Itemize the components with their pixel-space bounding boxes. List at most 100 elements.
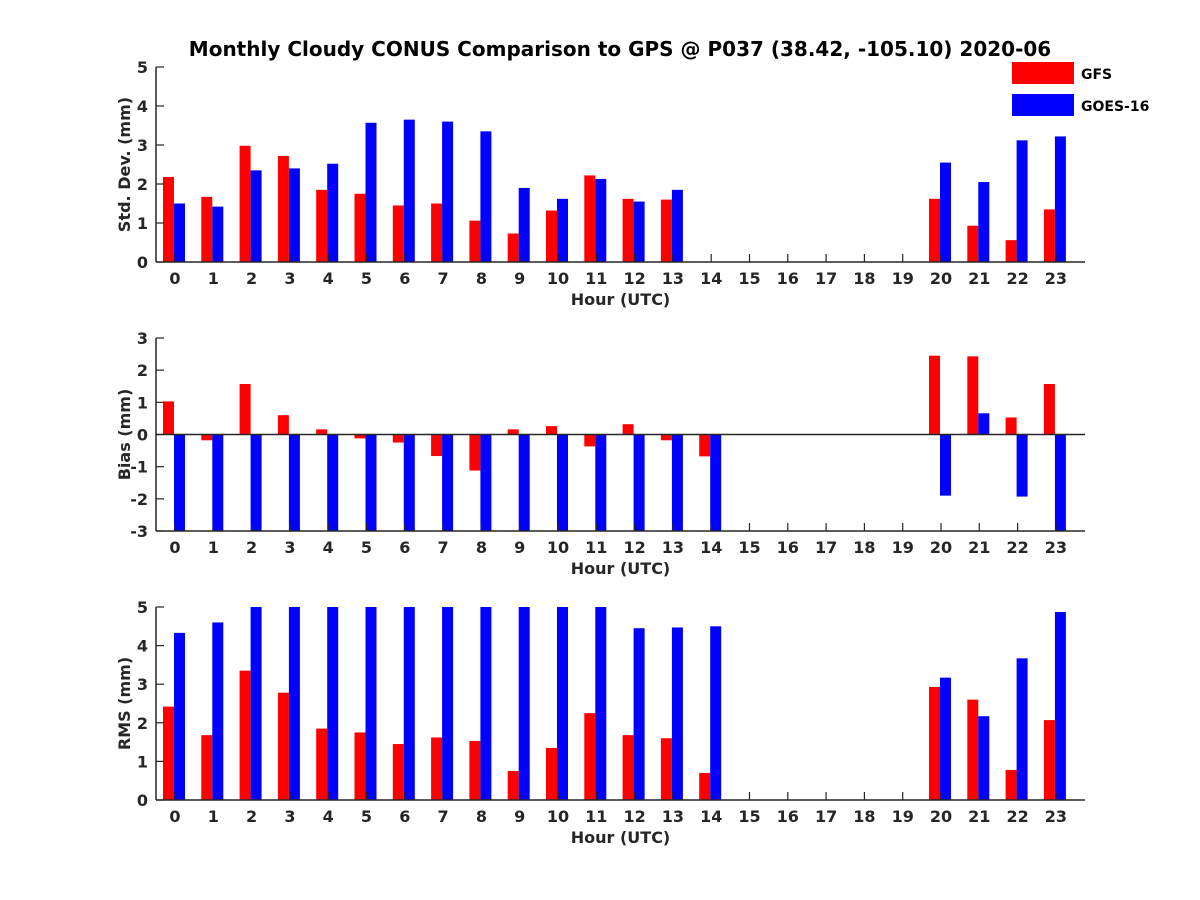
bar-rms-gfs-14 xyxy=(699,772,711,800)
bar-stddev-gfs-1 xyxy=(201,196,213,262)
x-tick-label-bias-10: 10 xyxy=(547,538,569,557)
bar-stddev-goes16-2 xyxy=(250,170,262,262)
y-tick-label-stddev-5: 5 xyxy=(137,58,148,77)
x-tick-label-bias-0: 0 xyxy=(169,538,180,557)
x-tick-label-stddev-22: 22 xyxy=(1006,269,1028,288)
bar-rms-goes16-0 xyxy=(174,632,185,800)
y-tick-label-stddev-2: 2 xyxy=(137,175,148,194)
x-tick-label-stddev-10: 10 xyxy=(547,269,569,288)
y-axis-label-bias: Bias (mm) xyxy=(115,389,134,481)
bar-bias-gfs-10 xyxy=(546,426,557,435)
x-tick-label-rms-0: 0 xyxy=(169,807,180,826)
bar-bias-goes16-2 xyxy=(250,434,262,531)
bar-stddev-gfs-10 xyxy=(546,210,557,262)
x-tick-label-bias-9: 9 xyxy=(514,538,525,557)
x-tick-label-stddev-9: 9 xyxy=(514,269,525,288)
bar-rms-gfs-8 xyxy=(469,740,481,800)
x-tick-label-stddev-20: 20 xyxy=(930,269,952,288)
bar-bias-goes16-21 xyxy=(978,413,990,435)
y-tick-label-bias-1: 1 xyxy=(137,393,148,412)
x-tick-label-stddev-12: 12 xyxy=(623,269,645,288)
bar-rms-goes16-20 xyxy=(940,677,951,800)
bar-rms-gfs-5 xyxy=(354,732,366,800)
bar-stddev-gfs-20 xyxy=(929,198,940,262)
bar-stddev-goes16-7 xyxy=(442,121,454,262)
y-tick-label-bias-0: 0 xyxy=(137,426,148,445)
y-tick-label-rms-1: 1 xyxy=(137,752,148,771)
bar-bias-gfs-5 xyxy=(354,434,366,439)
bar-bias-gfs-9 xyxy=(507,429,519,435)
bar-rms-goes16-3 xyxy=(288,607,300,800)
bar-stddev-gfs-0 xyxy=(163,176,174,262)
bar-stddev-goes16-12 xyxy=(633,201,645,262)
bar-stddev-goes16-21 xyxy=(978,182,990,262)
bar-rms-gfs-22 xyxy=(1005,769,1017,800)
x-tick-label-bias-4: 4 xyxy=(323,538,334,557)
y-tick-label-stddev-1: 1 xyxy=(137,214,148,233)
x-tick-label-bias-17: 17 xyxy=(815,538,837,557)
bar-bias-gfs-13 xyxy=(660,434,672,441)
bar-rms-goes16-5 xyxy=(365,607,377,800)
bar-bias-goes16-3 xyxy=(288,434,300,531)
bar-bias-goes16-22 xyxy=(1016,434,1028,497)
x-tick-label-rms-4: 4 xyxy=(323,807,334,826)
x-tick-label-stddev-0: 0 xyxy=(169,269,180,288)
bar-rms-gfs-11 xyxy=(584,713,596,800)
bar-bias-gfs-1 xyxy=(201,434,213,441)
bar-bias-gfs-0 xyxy=(163,401,174,435)
x-tick-label-stddev-4: 4 xyxy=(323,269,334,288)
x-tick-label-stddev-6: 6 xyxy=(399,269,410,288)
x-tick-label-bias-18: 18 xyxy=(853,538,875,557)
bar-stddev-goes16-5 xyxy=(365,122,377,263)
bar-rms-gfs-20 xyxy=(929,686,940,800)
bar-stddev-gfs-8 xyxy=(469,220,481,262)
x-tick-label-bias-21: 21 xyxy=(968,538,990,557)
bar-stddev-goes16-13 xyxy=(671,189,683,262)
x-tick-label-bias-20: 20 xyxy=(930,538,952,557)
legend-label-gfs: GFS xyxy=(1081,67,1112,83)
bar-bias-goes16-23 xyxy=(1054,434,1066,531)
bar-stddev-gfs-21 xyxy=(967,225,979,262)
bar-stddev-gfs-9 xyxy=(507,233,519,262)
x-tick-label-stddev-8: 8 xyxy=(476,269,487,288)
x-axis-label-stddev: Hour (UTC) xyxy=(571,290,671,309)
x-tick-label-rms-16: 16 xyxy=(777,807,799,826)
bar-bias-gfs-22 xyxy=(1005,417,1017,435)
x-tick-label-stddev-3: 3 xyxy=(284,269,295,288)
bar-stddev-gfs-12 xyxy=(622,198,634,262)
bar-rms-goes16-7 xyxy=(442,607,454,800)
bar-stddev-gfs-22 xyxy=(1005,240,1017,262)
y-axis-label-rms: RMS (mm) xyxy=(115,657,134,750)
bar-bias-gfs-12 xyxy=(622,424,634,435)
x-tick-label-bias-7: 7 xyxy=(438,538,449,557)
y-tick-label-bias-2: 2 xyxy=(137,361,148,380)
bar-stddev-goes16-6 xyxy=(403,119,415,263)
x-tick-label-bias-15: 15 xyxy=(738,538,760,557)
bar-bias-gfs-20 xyxy=(929,355,940,435)
x-tick-label-rms-10: 10 xyxy=(547,807,569,826)
bar-bias-goes16-1 xyxy=(212,434,224,531)
bar-rms-gfs-23 xyxy=(1043,720,1055,800)
bar-rms-gfs-7 xyxy=(431,737,443,800)
x-tick-label-rms-13: 13 xyxy=(662,807,684,826)
bar-stddev-goes16-20 xyxy=(940,162,951,262)
x-tick-label-rms-12: 12 xyxy=(623,807,645,826)
bar-rms-gfs-10 xyxy=(546,747,557,800)
y-tick-label-stddev-4: 4 xyxy=(137,97,148,116)
x-tick-label-bias-6: 6 xyxy=(399,538,410,557)
bar-bias-gfs-23 xyxy=(1043,383,1055,435)
bar-rms-goes16-8 xyxy=(480,607,492,800)
x-tick-label-rms-20: 20 xyxy=(930,807,952,826)
bar-bias-goes16-13 xyxy=(671,434,683,531)
bar-bias-goes16-12 xyxy=(633,434,645,531)
y-tick-label-bias--1: -1 xyxy=(130,458,148,477)
bar-rms-goes16-6 xyxy=(403,607,415,800)
x-tick-label-stddev-18: 18 xyxy=(853,269,875,288)
y-tick-label-bias--2: -2 xyxy=(130,490,148,509)
bar-bias-gfs-3 xyxy=(277,415,289,435)
x-tick-label-bias-1: 1 xyxy=(208,538,219,557)
chart-title: Monthly Cloudy CONUS Comparison to GPS @… xyxy=(189,37,1051,61)
